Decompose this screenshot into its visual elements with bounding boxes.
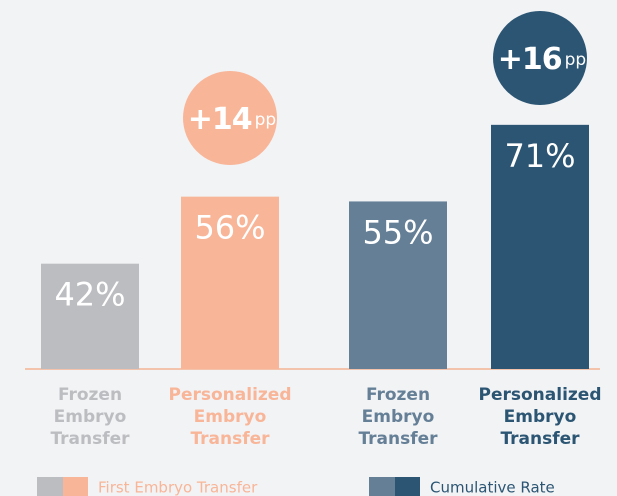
annotation-badge xyxy=(493,11,587,105)
legend-swatch xyxy=(395,477,420,496)
annotation: +16 pp xyxy=(498,42,586,77)
annotation-badge xyxy=(183,71,277,165)
legend-label: Cumulative Rate xyxy=(430,479,555,496)
category-line: Embryo xyxy=(194,407,267,427)
category-line: Transfer xyxy=(50,429,130,449)
value-label: 71% xyxy=(504,137,575,175)
annotation: +14 pp xyxy=(188,102,276,137)
category-line: Embryo xyxy=(362,407,435,427)
category-label: Personalized Embryo Transfer xyxy=(479,385,602,449)
bar xyxy=(41,263,139,369)
annotation-value: +14 xyxy=(188,102,252,137)
legend-swatch xyxy=(63,477,88,496)
category-line: Frozen xyxy=(366,385,430,405)
category-line: Frozen xyxy=(58,385,122,405)
legend-swatch xyxy=(37,477,63,496)
category-line: Transfer xyxy=(190,429,270,449)
category-line: Transfer xyxy=(358,429,438,449)
bar xyxy=(491,124,589,370)
category-label: Frozen Embryo Transfer xyxy=(50,385,130,449)
legend-swatch xyxy=(369,477,395,496)
value-label: 56% xyxy=(194,209,265,247)
value-label: 42% xyxy=(54,276,125,314)
category-line: Personalized xyxy=(479,385,602,405)
category-label: Frozen Embryo Transfer xyxy=(358,385,438,449)
category-line: Transfer xyxy=(500,429,580,449)
category-label: Personalized Embryo Transfer xyxy=(169,385,292,449)
annotation-value: +16 xyxy=(498,42,562,77)
bar xyxy=(349,201,447,369)
category-line: Personalized xyxy=(169,385,292,405)
value-label: 55% xyxy=(362,213,433,251)
annotation-unit: pp xyxy=(565,50,587,70)
category-line: Embryo xyxy=(54,407,127,427)
category-line: Embryo xyxy=(504,407,577,427)
bar xyxy=(181,196,279,369)
legend-label: First Embryo Transfer xyxy=(98,479,258,496)
annotation-unit: pp xyxy=(255,110,277,130)
